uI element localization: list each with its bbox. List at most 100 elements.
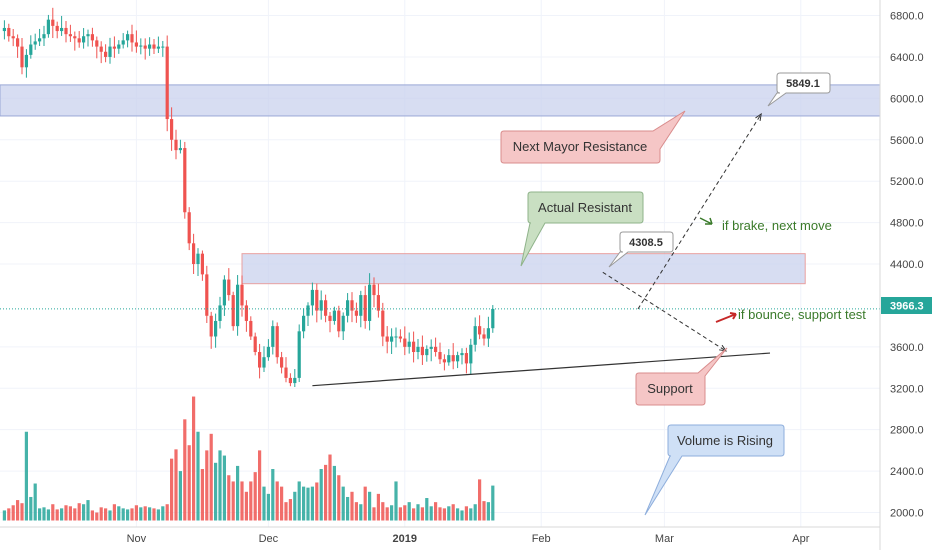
candle xyxy=(86,29,90,47)
candle xyxy=(288,373,292,387)
candle-body xyxy=(222,279,226,306)
candle xyxy=(341,312,345,341)
volume-bar xyxy=(293,491,297,521)
volume-bar xyxy=(368,491,372,521)
price-tick-label: 4400.0 xyxy=(890,259,924,271)
target-price-label-upper[interactable]: 5849.1 xyxy=(767,72,831,107)
volume-bar xyxy=(434,502,438,521)
candle-body xyxy=(77,38,81,43)
candle xyxy=(478,315,482,340)
candle xyxy=(271,320,275,355)
candle xyxy=(139,38,143,55)
candle-body xyxy=(29,44,33,55)
candle xyxy=(306,302,310,326)
candle xyxy=(390,328,394,355)
candle-body xyxy=(310,289,314,306)
volume-bar xyxy=(46,509,50,521)
current-price-tag: 3966.3 xyxy=(881,297,932,314)
volume-bar xyxy=(134,505,138,521)
volume-bar xyxy=(438,507,442,521)
resistance-zone-upper xyxy=(0,84,881,117)
volume-bar xyxy=(227,475,231,521)
volume-bar xyxy=(324,464,328,521)
volume-bar xyxy=(363,486,367,521)
candle-body xyxy=(253,336,257,353)
candle-body xyxy=(227,279,231,296)
price-tick-label: 2800.0 xyxy=(890,425,924,437)
candle-body xyxy=(447,355,451,363)
volume-bar xyxy=(156,509,160,521)
actual-resistant-callout[interactable]: Actual Resistant xyxy=(520,191,644,267)
candle xyxy=(363,285,367,329)
candle xyxy=(442,354,446,371)
volume-bar xyxy=(447,506,451,521)
price-tick-label: 5200.0 xyxy=(890,176,924,188)
candle-body xyxy=(143,45,147,49)
candle-body xyxy=(218,305,222,321)
volume-bar xyxy=(117,506,121,521)
volume-bar xyxy=(442,508,446,521)
candle xyxy=(315,283,319,323)
volume-bar xyxy=(249,481,253,521)
candle-body xyxy=(460,353,464,356)
candle xyxy=(7,23,11,42)
volume-rising-callout[interactable]: Volume is Rising xyxy=(644,424,785,516)
candle-body xyxy=(425,348,429,356)
support-callout[interactable]: Support xyxy=(635,347,728,406)
resistance-price-label[interactable]: 4308.5 xyxy=(608,231,674,268)
volume-bar xyxy=(143,506,147,521)
volume-bar xyxy=(183,419,187,521)
volume-bar xyxy=(209,433,213,521)
volume-bar xyxy=(456,508,460,521)
time-axis[interactable]: Nov Dec 2019 Feb Mar Apr xyxy=(127,533,810,545)
candle-body xyxy=(288,377,292,384)
volume-bar xyxy=(350,491,354,521)
volume-bar xyxy=(359,504,363,521)
candle-body xyxy=(126,34,130,41)
candle-body xyxy=(192,243,196,265)
candle-body xyxy=(337,310,341,332)
candle xyxy=(82,28,86,49)
volume-bar xyxy=(170,458,174,521)
volume-bar xyxy=(412,508,416,521)
price-axis[interactable]: 6800.0 6400.0 6000.0 5600.0 5200.0 4800.0 4400… xyxy=(890,11,924,520)
candle-body xyxy=(60,27,64,32)
if-brake-text: if brake, next move xyxy=(722,218,832,233)
volume-bar xyxy=(165,504,169,521)
candle-body xyxy=(491,308,495,329)
candle xyxy=(262,346,266,373)
candle-body xyxy=(464,353,468,364)
candle xyxy=(425,345,429,362)
candle xyxy=(460,348,464,365)
candle-body xyxy=(469,344,473,364)
volume-bar xyxy=(38,508,42,521)
candle xyxy=(29,35,33,59)
candle xyxy=(249,316,253,340)
candle xyxy=(266,339,270,361)
volume-bar xyxy=(284,502,288,521)
candle xyxy=(258,343,262,379)
volume-bar xyxy=(130,508,134,521)
volume-bar xyxy=(16,500,20,521)
candle xyxy=(297,324,301,383)
volume-bar xyxy=(407,502,411,521)
price-tick-label: 3600.0 xyxy=(890,342,924,354)
candle-body xyxy=(266,346,270,358)
candle xyxy=(99,41,103,64)
volume-bar xyxy=(51,504,55,521)
volume-bar xyxy=(7,508,11,521)
next-mayor-resistance-callout[interactable]: Next Mayor Resistance xyxy=(500,110,686,164)
time-tick-label: Mar xyxy=(655,533,674,545)
volume-bar xyxy=(55,509,59,521)
volume-bar xyxy=(68,506,72,521)
candle xyxy=(170,107,174,151)
volume-bar xyxy=(280,486,284,521)
volume-bar xyxy=(200,469,204,521)
volume-bar xyxy=(253,472,257,521)
candle xyxy=(214,313,218,348)
candle xyxy=(174,129,178,160)
candle xyxy=(486,316,490,347)
candle-body xyxy=(112,46,116,49)
volume-bar xyxy=(82,504,86,521)
